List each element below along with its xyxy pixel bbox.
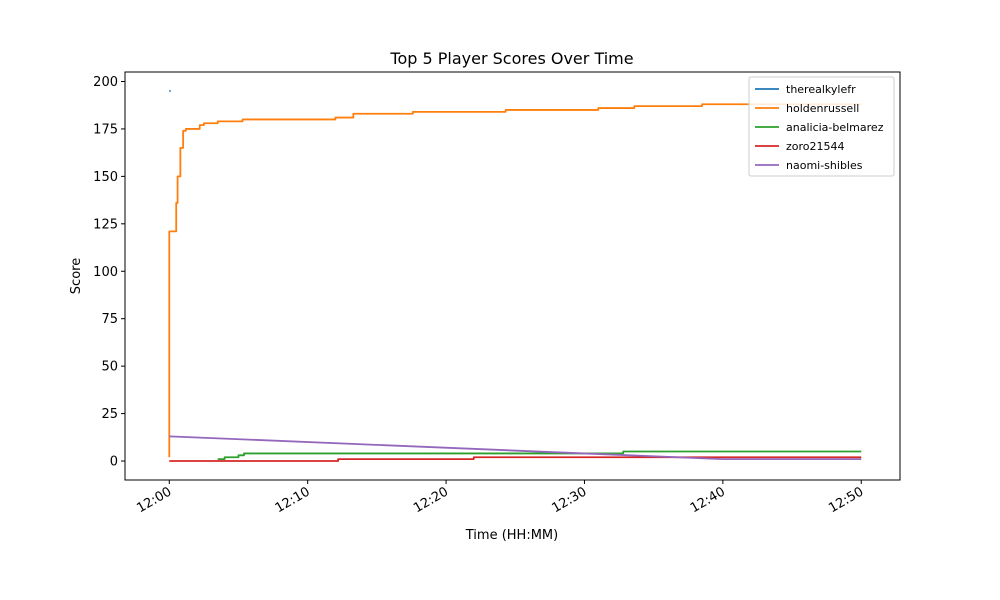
legend-label: naomi-shibles <box>786 159 863 172</box>
legend-box <box>748 76 895 177</box>
y-axis-title: Score <box>69 258 84 294</box>
series-line-naomi-shibles <box>169 435 862 461</box>
y-tick-label: 50 <box>101 360 118 375</box>
plot-frame <box>124 71 901 481</box>
y-tick-label: 125 <box>93 217 118 232</box>
legend-label: zoro21544 <box>786 140 845 153</box>
plot-area <box>168 90 862 462</box>
y-tick-label: 200 <box>93 75 118 90</box>
y-tick-label: 100 <box>93 265 118 280</box>
legend-label: therealkylefr <box>786 83 856 96</box>
y-tick-label: 0 <box>110 455 118 470</box>
x-axis: 12:00 12:10 12:20 12:30 12:40 12:50 <box>134 480 866 516</box>
y-tick-label: 75 <box>101 312 118 327</box>
legend-label: analicia-belmarez <box>786 121 884 134</box>
series-line-analicia-belmarez <box>217 450 862 461</box>
x-tick-label: 12:20 <box>411 484 451 516</box>
x-tick-label: 12:40 <box>688 484 728 516</box>
legend: therealkylefr holdenrussell analicia-belma… <box>748 76 895 177</box>
x-tick-label: 12:30 <box>550 484 590 516</box>
chart-title: Top 5 Player Scores Over Time <box>389 49 633 68</box>
y-tick-label: 150 <box>93 170 118 185</box>
x-tick-label: 12:50 <box>826 484 866 516</box>
x-tick-label: 12:10 <box>273 484 313 516</box>
series-line-zoro21544 <box>169 456 862 462</box>
x-tick-label: 12:00 <box>134 484 174 516</box>
x-axis-title: Time (HH:MM) <box>465 528 558 543</box>
y-tick-label: 175 <box>93 122 118 137</box>
y-tick-label: 25 <box>101 407 118 422</box>
legend-label: holdenrussell <box>786 102 859 115</box>
y-axis: 0 25 50 75 100 125 150 175 200 <box>93 75 125 470</box>
series-line-holdenrussell <box>168 103 862 458</box>
